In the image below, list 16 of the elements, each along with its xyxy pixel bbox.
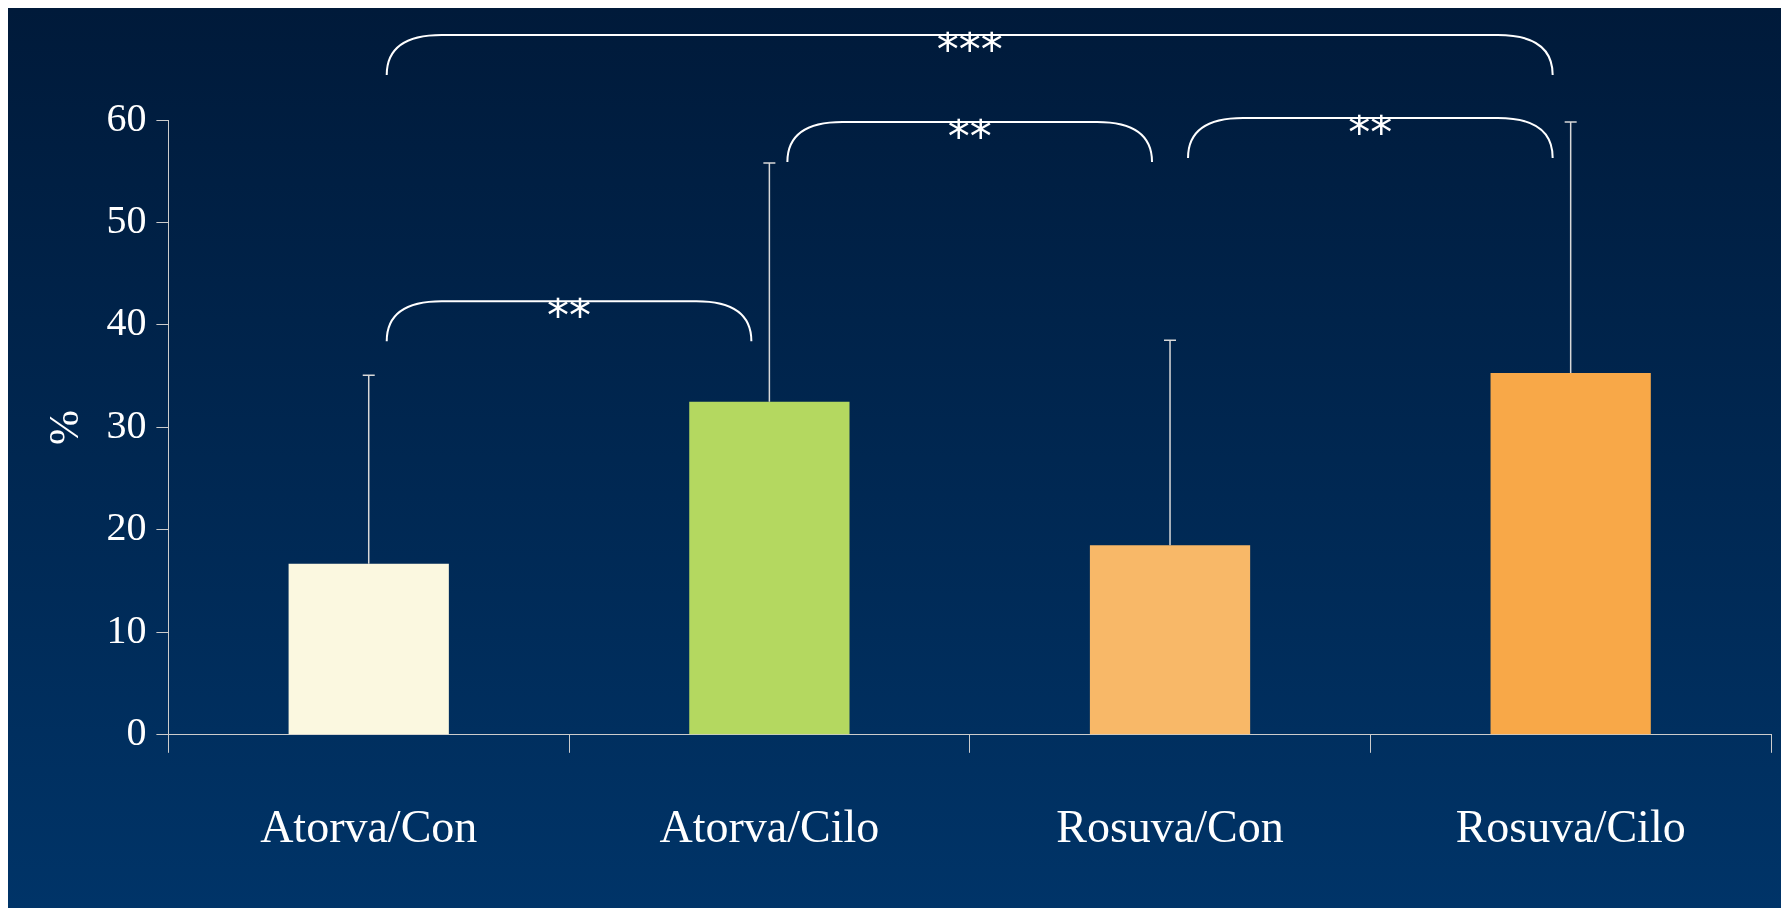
y-axis-title: % — [41, 409, 88, 445]
y-tick-label: 50 — [106, 196, 147, 242]
y-tick-label: 20 — [106, 504, 147, 550]
y-tick-label: 60 — [106, 94, 147, 140]
x-tick-label: Atorva/Con — [260, 801, 478, 853]
y-tick-label: 40 — [106, 299, 147, 345]
x-tick-label: Rosuva/Cilo — [1455, 801, 1686, 853]
annotation: ** — [947, 111, 992, 163]
y-tick-label: 10 — [106, 606, 147, 652]
annotation: ** — [547, 290, 592, 342]
x-tick-label: Rosuva/Con — [1056, 801, 1284, 853]
annotation: ** — [1348, 106, 1393, 158]
x-tick-label: Atorva/Cilo — [659, 801, 880, 853]
y-tick-label: 0 — [126, 709, 147, 755]
text: *** — [936, 24, 1003, 75]
y-tick-label: 30 — [106, 401, 147, 447]
